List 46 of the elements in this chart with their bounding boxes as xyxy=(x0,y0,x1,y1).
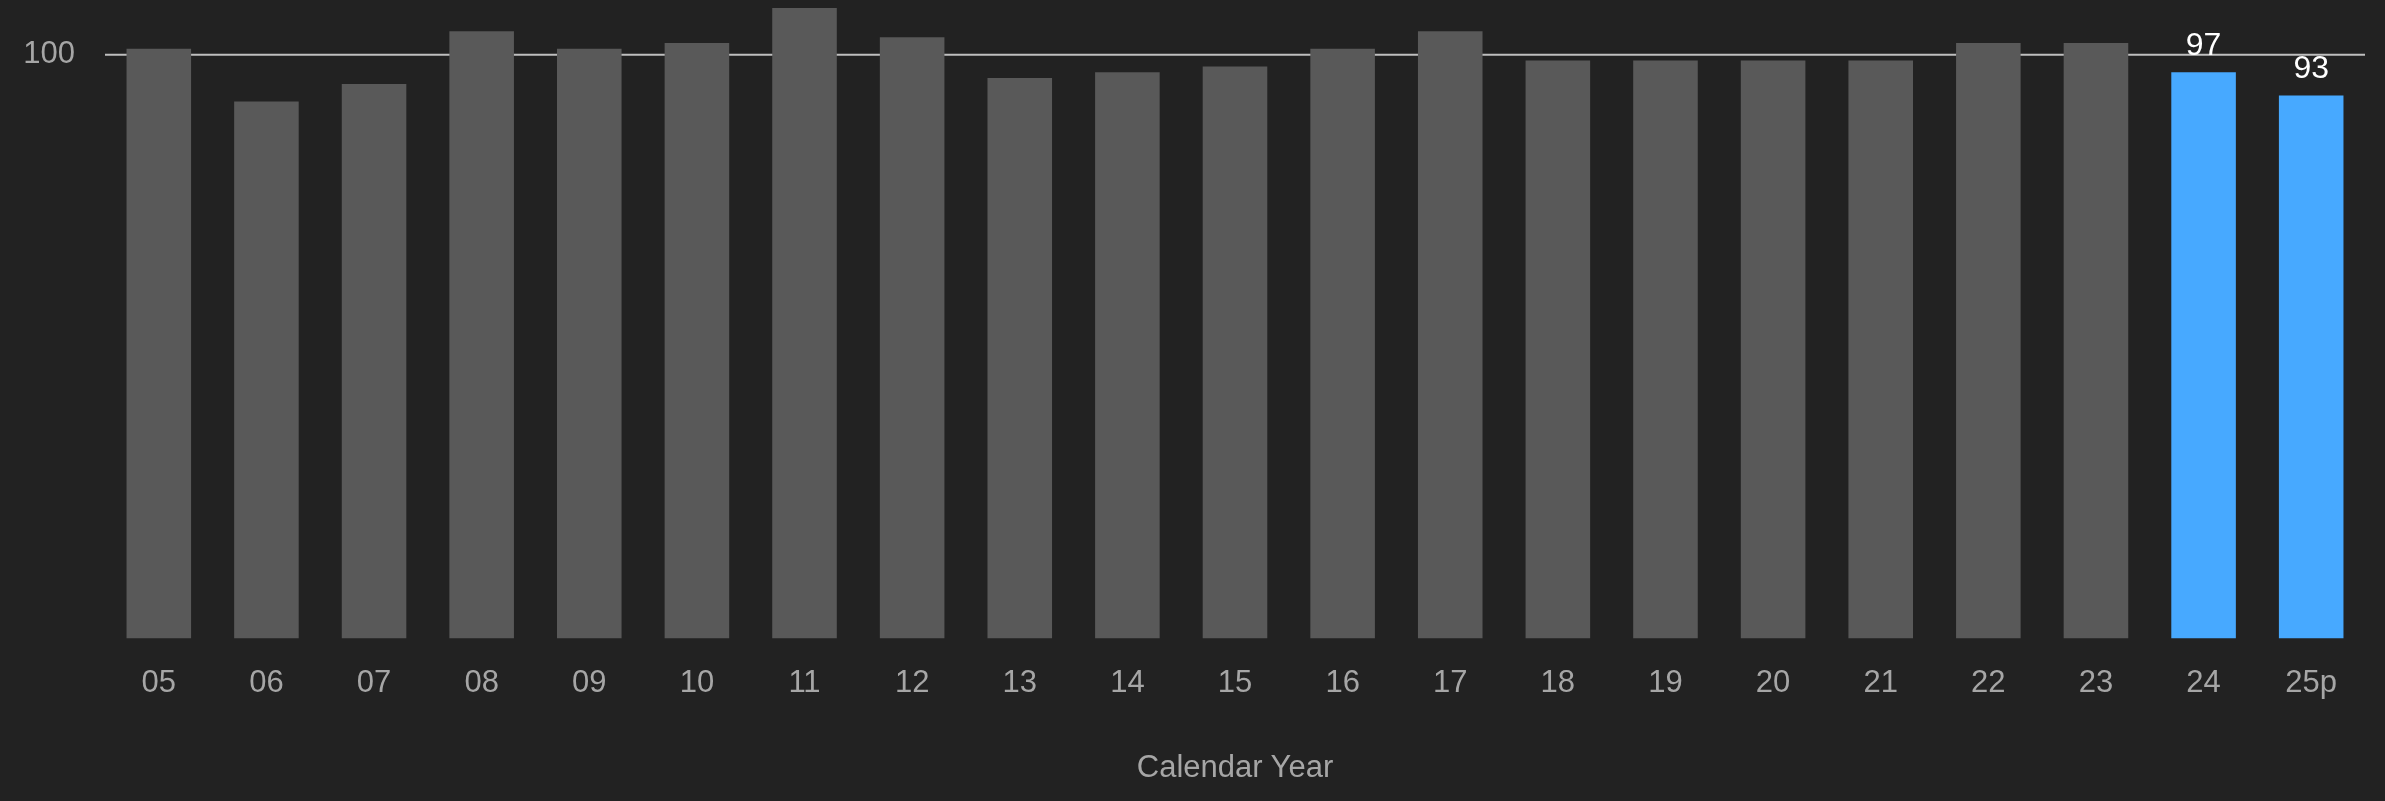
bar xyxy=(664,43,730,639)
x-tick-label: 16 xyxy=(1325,663,1360,699)
bar xyxy=(1740,60,1806,639)
bar xyxy=(341,83,407,639)
bar xyxy=(2171,72,2236,639)
bar xyxy=(449,31,514,639)
x-tick-label: 09 xyxy=(572,663,607,699)
bar xyxy=(2278,95,2344,639)
x-tick-label: 18 xyxy=(1540,663,1576,699)
x-tick-label: 22 xyxy=(1971,663,2006,699)
bar xyxy=(1848,60,1913,639)
bar xyxy=(1525,60,1591,639)
x-tick-label: 06 xyxy=(249,663,284,699)
data-label: 97 xyxy=(2185,26,2222,63)
bar xyxy=(987,78,1053,639)
bar xyxy=(879,37,945,639)
bar xyxy=(772,8,837,639)
x-tick-label: 10 xyxy=(679,663,715,699)
x-tick-label: 05 xyxy=(141,663,177,699)
bar xyxy=(1310,48,1375,639)
x-tick-label: 20 xyxy=(1755,663,1791,699)
ref-line-label: 100 xyxy=(23,35,75,71)
bar xyxy=(2063,43,2129,639)
x-tick-label: 13 xyxy=(1002,663,1037,699)
x-tick-label: 08 xyxy=(464,663,499,699)
x-tick-label: 15 xyxy=(1217,663,1253,699)
bar xyxy=(1202,66,1268,639)
x-tick-label: 19 xyxy=(1648,663,1683,699)
x-tick-label: 11 xyxy=(788,663,821,699)
bar xyxy=(126,48,192,639)
bar xyxy=(557,48,622,639)
x-tick-label: 25p xyxy=(2285,663,2338,699)
x-tick-label: 23 xyxy=(2078,663,2114,699)
bar xyxy=(234,101,299,639)
x-tick-label: 12 xyxy=(894,663,930,699)
bar xyxy=(1095,72,1160,639)
x-tick-label: 14 xyxy=(1110,663,1145,699)
data-label: 93 xyxy=(2293,49,2329,86)
x-tick-label: 21 xyxy=(1863,663,1898,699)
x-axis-title: Calendar Year xyxy=(1136,748,1334,784)
bar xyxy=(1956,43,2021,639)
x-tick-label: 24 xyxy=(2186,663,2221,699)
bar xyxy=(1417,31,1483,639)
x-tick-label: 17 xyxy=(1433,663,1468,699)
x-tick-label: 07 xyxy=(356,663,392,699)
bar xyxy=(1633,60,1698,639)
